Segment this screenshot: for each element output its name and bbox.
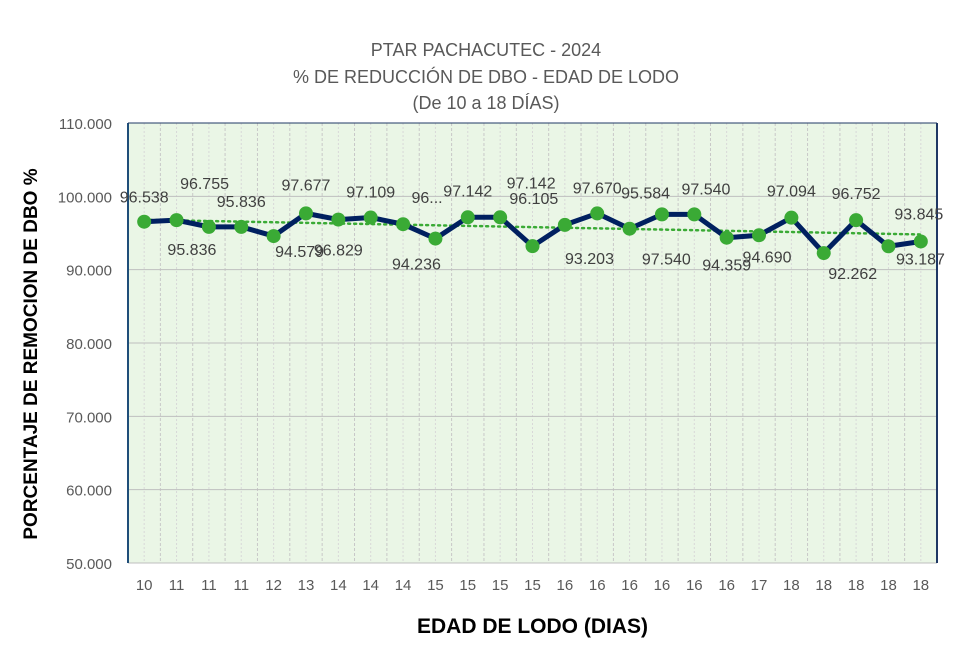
- data-point: [331, 212, 346, 227]
- x-tick-label: 18: [880, 577, 897, 594]
- y-axis-label: PORCENTAJE DE REMOCION DE DBO %: [21, 168, 42, 540]
- data-point: [654, 207, 669, 222]
- data-label: 97.540: [681, 181, 730, 198]
- data-point: [460, 210, 475, 225]
- data-label: 94.359: [702, 258, 751, 275]
- data-label: 97.540: [642, 251, 691, 268]
- y-tick-label: 100.000: [58, 189, 112, 206]
- data-point: [396, 217, 411, 232]
- y-tick-label: 110.000: [59, 116, 112, 133]
- x-tick-label: 14: [395, 577, 412, 594]
- data-label: 93.187: [896, 251, 945, 268]
- x-tick-label: 15: [427, 577, 444, 594]
- x-tick-label: 17: [751, 577, 768, 594]
- data-point: [525, 239, 540, 254]
- chart-title-2: % DE REDUCCIÓN DE DBO - EDAD DE LODO: [292, 67, 680, 87]
- data-point: [428, 231, 443, 246]
- x-tick-label: 16: [654, 577, 671, 594]
- data-label: 96.755: [180, 176, 229, 193]
- x-tick-label: 12: [265, 577, 282, 594]
- data-point: [557, 217, 572, 232]
- data-label: 93.203: [565, 251, 614, 268]
- data-point: [266, 229, 281, 244]
- data-label: 94.690: [743, 249, 792, 266]
- data-label: 97.109: [346, 185, 395, 202]
- data-point: [752, 228, 767, 243]
- y-tick-label: 60.000: [66, 483, 112, 500]
- x-tick-label: 16: [718, 577, 735, 594]
- x-tick-label: 15: [524, 577, 541, 594]
- y-tick-label: 50.000: [66, 556, 112, 573]
- x-tick-label: 16: [589, 577, 606, 594]
- data-label: 97.094: [767, 184, 816, 201]
- data-label: 95.584: [621, 186, 670, 203]
- data-label: 94.236: [392, 257, 441, 274]
- data-point: [298, 206, 313, 221]
- x-tick-label: 15: [459, 577, 476, 594]
- data-point: [784, 210, 799, 225]
- chart-title-3: (De 10 a 18 DÍAS): [412, 93, 560, 113]
- data-point: [687, 207, 702, 222]
- data-point: [363, 210, 378, 225]
- y-tick-label: 70.000: [66, 409, 112, 426]
- x-tick-label: 11: [233, 577, 249, 594]
- x-tick-label: 10: [136, 577, 153, 594]
- data-label: 96.829: [314, 243, 363, 260]
- data-point: [590, 206, 605, 221]
- data-label: 97.670: [573, 180, 622, 197]
- x-tick-label: 15: [492, 577, 509, 594]
- x-tick-label: 13: [298, 577, 315, 594]
- data-point: [622, 221, 637, 236]
- x-tick-label: 11: [201, 577, 217, 594]
- x-tick-label: 18: [815, 577, 832, 594]
- data-label: 97.142: [507, 175, 556, 192]
- y-tick-label: 90.000: [66, 263, 112, 280]
- data-point: [493, 210, 508, 225]
- data-label: 96.538: [120, 190, 169, 207]
- data-point: [169, 213, 184, 228]
- data-point: [881, 239, 896, 254]
- x-tick-label: 18: [783, 577, 800, 594]
- data-point: [137, 214, 152, 229]
- data-label: 92.262: [828, 266, 877, 283]
- y-tick-label: 80.000: [66, 336, 112, 353]
- chart-title-1: PTAR PACHACUTEC - 2024: [370, 40, 602, 60]
- x-tick-label: 18: [912, 577, 929, 594]
- data-label: 94.579: [275, 244, 324, 261]
- x-tick-label: 18: [848, 577, 865, 594]
- data-label: 96.752: [832, 186, 881, 203]
- data-label: 95.836: [167, 242, 216, 259]
- data-label: 96.105: [509, 191, 558, 208]
- x-tick-label: 16: [686, 577, 703, 594]
- x-tick-label: 14: [362, 577, 379, 594]
- data-point: [719, 230, 734, 245]
- data-label: 97.142: [443, 183, 492, 200]
- data-point: [913, 234, 928, 249]
- x-tick-label: 16: [557, 577, 574, 594]
- data-label: 93.845: [894, 206, 943, 223]
- data-label: 96...: [411, 190, 442, 207]
- trendline: [142, 218, 923, 236]
- data-label: 95.836: [217, 194, 266, 211]
- x-tick-label: 11: [169, 577, 185, 594]
- data-point: [849, 213, 864, 228]
- data-label: 97.677: [282, 177, 331, 194]
- data-point: [234, 219, 249, 234]
- x-tick-label: 16: [621, 577, 638, 594]
- x-tick-label: 14: [330, 577, 347, 594]
- data-point: [201, 219, 216, 234]
- x-axis-label: EDAD DE LODO (DIAS): [417, 615, 648, 638]
- data-point: [816, 246, 831, 261]
